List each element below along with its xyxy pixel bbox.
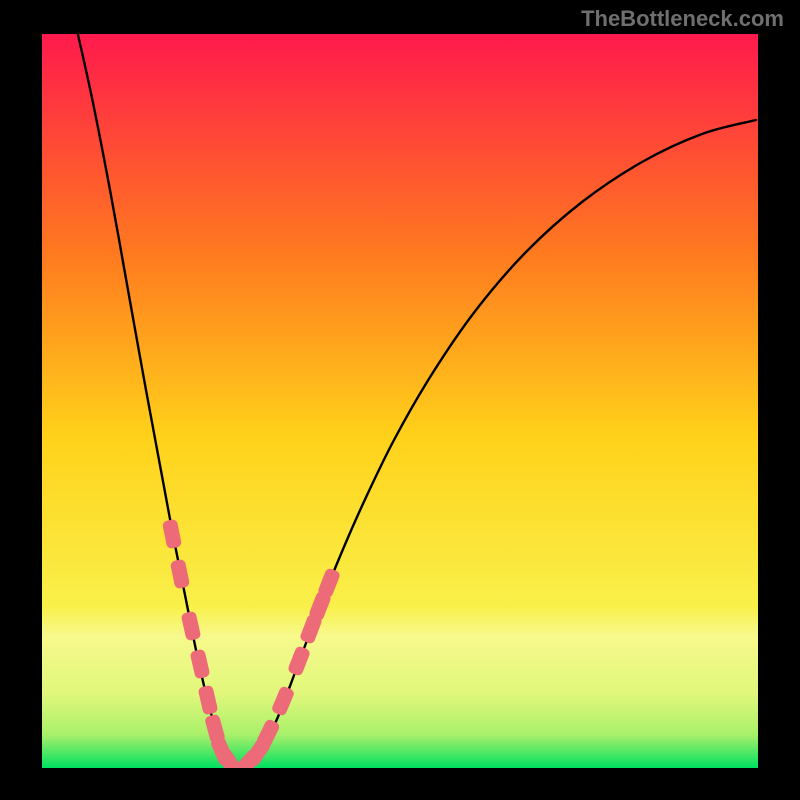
- chart-container: TheBottleneck.com: [0, 0, 800, 800]
- bottleneck-chart: [0, 0, 800, 800]
- attribution-label: TheBottleneck.com: [581, 6, 784, 32]
